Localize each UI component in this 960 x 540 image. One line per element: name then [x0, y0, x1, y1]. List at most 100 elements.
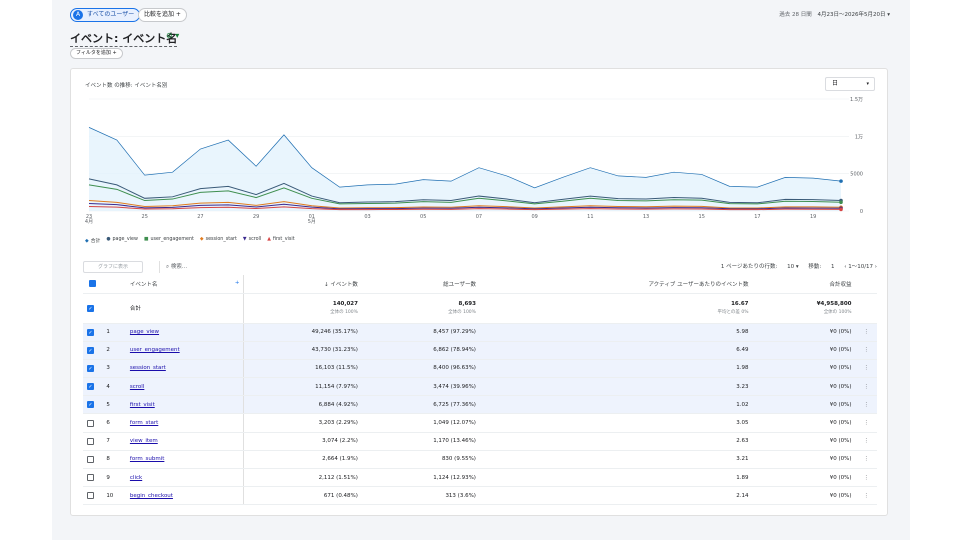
more-vert-icon[interactable]: ⋮: [855, 323, 877, 342]
col-event-name[interactable]: イベント名 +: [125, 275, 244, 294]
users-cell: 1,049 (12.07%): [361, 413, 480, 433]
event-name-link[interactable]: user_engagement: [129, 347, 180, 354]
more-vert-icon[interactable]: ⋮: [855, 432, 877, 451]
series-end-point-user_engagement: [839, 200, 843, 204]
row-checkbox[interactable]: [87, 455, 94, 463]
event-name-link[interactable]: first_visit: [129, 401, 155, 408]
more-vert-icon[interactable]: ⋮: [855, 377, 877, 397]
x-tick-label: 23 4月: [85, 214, 93, 225]
rows-per-page-select[interactable]: 10 ▾: [787, 264, 799, 270]
row-checkbox[interactable]: [87, 437, 94, 445]
event-count-cell: 49,246 (35.17%): [243, 323, 362, 342]
row-checkbox[interactable]: ✓: [87, 383, 94, 391]
more-vert-icon[interactable]: ⋮: [855, 359, 877, 379]
per-user-cell: 6.49: [479, 341, 753, 360]
table-row[interactable]: ✓ 2 user_engagement 43,730 (31.23%) 6,862 (7…: [83, 341, 877, 360]
more-vert-icon[interactable]: ⋮: [855, 468, 877, 488]
more-vert-icon[interactable]: ⋮: [855, 395, 877, 415]
table-row[interactable]: ✓ 5 first_visit 6,884 (4.92%) 6,725 (77.36%)…: [83, 395, 877, 415]
plot-rows-button[interactable]: グラフに表示: [83, 261, 143, 273]
add-comparison-button[interactable]: 比較を追加 +: [138, 8, 187, 22]
table-row[interactable]: ✓ 3 session_start 16,103 (11.5%) 8,400 (96.6…: [83, 359, 877, 379]
event-name-link[interactable]: scroll: [129, 383, 145, 390]
table-row[interactable]: 10 begin_checkout 671 (0.48%) 313 (3.6%) 2.1…: [83, 486, 877, 506]
col-event-count[interactable]: ↓ イベント数: [243, 275, 362, 294]
chart-legend: ◆ 合計 ● page_view ■ user_engagement ◆ session_st…: [85, 237, 295, 244]
totals-event-count: 140,027: [332, 301, 358, 307]
col-per-user[interactable]: アクティブ ユーザーあたりのイベント数: [479, 275, 753, 294]
goto-input[interactable]: 1: [831, 264, 835, 270]
legend-item[interactable]: ■ user_engagement: [144, 237, 194, 244]
row-index: 2: [102, 341, 126, 360]
event-name-link[interactable]: session_start: [129, 365, 166, 372]
row-index: 3: [102, 359, 126, 379]
row-checkbox[interactable]: [87, 492, 94, 500]
totals-checkbox[interactable]: ✓: [87, 304, 94, 312]
pagination: 1 ページあたりの行数: 10 ▾ 移動: 1 ‹ 1～10/17 ›: [713, 262, 877, 270]
event-name-link[interactable]: click: [129, 474, 143, 481]
revenue-cell: ¥0 (0%): [752, 377, 856, 397]
totals-event-count-sub: 全体の 100%: [330, 310, 358, 315]
more-vert-icon[interactable]: ⋮: [855, 450, 877, 470]
x-tick-label: 13: [643, 214, 649, 220]
row-checkbox[interactable]: ✓: [87, 346, 94, 354]
series-line-user_engagement: [88, 184, 842, 205]
users-cell: 313 (3.6%): [361, 486, 480, 506]
totals-label: 合計: [125, 293, 244, 324]
audience-chip[interactable]: A すべてのユーザー: [70, 8, 141, 22]
event-name-link[interactable]: view_item: [129, 438, 158, 445]
more-vert-icon[interactable]: ⋮: [855, 341, 877, 360]
legend-item[interactable]: ▼ scroll: [243, 237, 261, 244]
date-range-picker[interactable]: 過去 28 日間 4月23日～2026年5月20日 ▾: [779, 10, 890, 18]
event-name-link[interactable]: page_view: [129, 329, 160, 336]
row-checkbox[interactable]: [87, 474, 94, 482]
event-count-cell: 43,730 (31.23%): [243, 341, 362, 360]
x-tick-label: 27: [197, 214, 203, 220]
legend-marker-icon: ●: [106, 237, 111, 242]
row-checkbox[interactable]: ✓: [87, 328, 94, 336]
legend-item[interactable]: ◆ session_start: [200, 237, 237, 244]
row-checkbox[interactable]: ✓: [87, 401, 94, 409]
table-row[interactable]: ✓ 4 scroll 11,154 (7.97%) 3,474 (39.96%) 3.23…: [83, 377, 877, 397]
page-nav[interactable]: ‹ 1～10/17 ›: [844, 264, 877, 270]
event-name-link[interactable]: begin_checkout: [129, 492, 173, 499]
per-user-cell: 2.14: [479, 486, 753, 506]
per-user-cell: 1.02: [479, 395, 753, 415]
revenue-cell: ¥0 (0%): [752, 486, 856, 506]
check-circle-icon[interactable]: ⊘ ▾: [166, 31, 180, 40]
table-row[interactable]: 8 form_submit 2,664 (1.9%) 830 (9.55%) 3.21 ¥…: [83, 450, 877, 470]
select-all-cell[interactable]: [83, 275, 103, 294]
avatar-icon: A: [73, 10, 83, 20]
table-row[interactable]: ✓ 1 page_view 49,246 (35.17%) 8,457 (97.29%)…: [83, 323, 877, 342]
row-index: 10: [102, 486, 126, 506]
legend-item[interactable]: ◆ 合計: [85, 237, 100, 244]
more-vert-icon[interactable]: ⋮: [855, 486, 877, 506]
add-filter-button[interactable]: フィルタを追加 +: [70, 48, 123, 59]
more-vert-icon[interactable]: ⋮: [855, 413, 877, 433]
table-row[interactable]: 9 click 2,112 (1.51%) 1,124 (12.93%) 1.89 ¥0 …: [83, 468, 877, 488]
x-tick-label: 15: [699, 214, 705, 220]
event-name-link[interactable]: form_submit: [129, 456, 165, 463]
event-name-link[interactable]: form_start: [129, 420, 159, 427]
col-revenue[interactable]: 合計収益: [752, 275, 856, 294]
row-checkbox[interactable]: ✓: [87, 364, 94, 372]
table-row[interactable]: 6 form_start 3,203 (2.29%) 1,049 (12.07%) 3.…: [83, 413, 877, 433]
legend-label: user_engagement: [150, 237, 194, 242]
line-chart: 1.5万 1万 5000 0 23 4月 25 27 29 01 5月 03 05 07 09 11 13 15 1…: [85, 97, 863, 225]
col-total-users[interactable]: 総ユーザー数: [361, 275, 480, 294]
legend-item[interactable]: ● page_view: [106, 237, 138, 244]
legend-label: first_visit: [272, 237, 295, 242]
search-input[interactable]: ⌕ 検索...: [159, 261, 359, 273]
add-column-button[interactable]: +: [234, 279, 240, 286]
table-row[interactable]: 7 view_item 3,074 (2.2%) 1,170 (13.46%) 2.63…: [83, 432, 877, 451]
granularity-select[interactable]: 日 ▾: [825, 77, 875, 91]
event-count-cell: 671 (0.48%): [243, 486, 362, 506]
totals-per-user: 16.67: [731, 301, 749, 307]
report-stage: A すべてのユーザー 比較を追加 + 過去 28 日間 4月23日～2026年5…: [52, 0, 910, 540]
users-cell: 6,862 (78.94%): [361, 341, 480, 360]
row-checkbox[interactable]: [87, 419, 94, 427]
totals-row: ✓ 合計 140,027 全体の 100% 8,693 全体の 100% 16.67…: [83, 293, 877, 324]
select-all-checkbox[interactable]: [89, 280, 97, 288]
legend-item[interactable]: ▲ first_visit: [267, 237, 294, 244]
row-index: 5: [102, 395, 126, 415]
